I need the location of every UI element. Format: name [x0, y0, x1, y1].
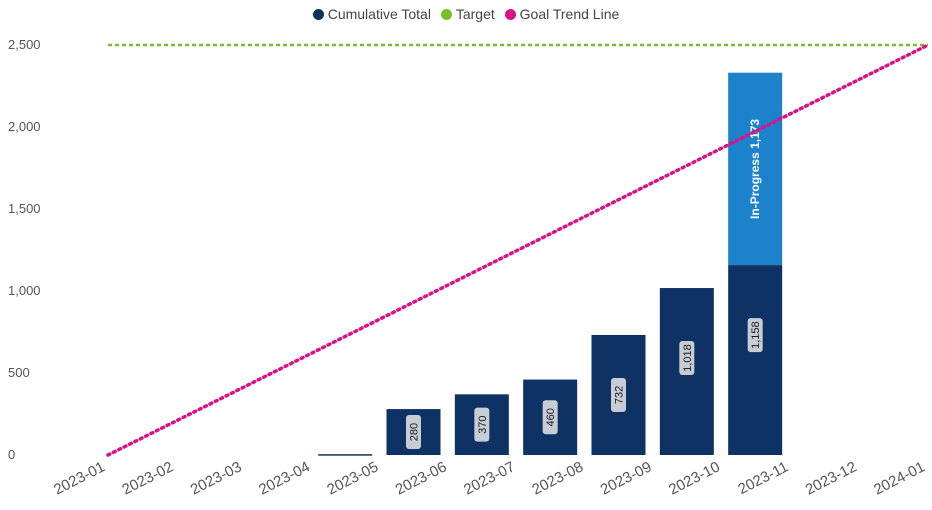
- data-label-box: [542, 400, 558, 435]
- legend-marker-cumulative: [312, 8, 324, 20]
- y-tick-label: 2,500: [8, 37, 41, 52]
- legend-label-target: Target: [455, 6, 495, 22]
- x-tick-label: 2023-01: [51, 458, 108, 498]
- legend-marker-goal-trend: [504, 8, 516, 20]
- data-label-box: [611, 377, 626, 412]
- bar-cumulative-total: [318, 454, 373, 456]
- legend-item-target[interactable]: Target: [440, 6, 495, 22]
- y-tick-label: 2,000: [8, 119, 41, 134]
- data-label-in-progress: In-Progress 1,173: [748, 119, 762, 219]
- y-tick-label: 500: [8, 365, 30, 380]
- bar-in-progress: [728, 72, 783, 266]
- data-label-cumulative: 1,018: [682, 344, 694, 372]
- data-label-box: [474, 407, 490, 442]
- x-tick-label: 2023-10: [666, 458, 723, 498]
- x-tick-label: 2023-03: [188, 458, 245, 498]
- legend-marker-target: [440, 8, 452, 20]
- y-tick-label: 0: [8, 447, 15, 462]
- x-tick-label: 2023-02: [119, 458, 176, 498]
- y-tick-label: 1,000: [8, 283, 41, 298]
- y-tick-label: 1,500: [8, 201, 41, 216]
- x-tick-label: 2023-06: [393, 458, 450, 498]
- data-label-box: [747, 318, 763, 353]
- data-label-cumulative: 370: [477, 415, 489, 433]
- chart-legend: Cumulative Total Target Goal Trend Line: [0, 6, 932, 23]
- legend-item-cumulative[interactable]: Cumulative Total: [312, 6, 431, 22]
- legend-item-goal-trend[interactable]: Goal Trend Line: [504, 6, 620, 22]
- x-tick-label: 2023-05: [324, 458, 381, 498]
- x-tick-label: 2023-08: [529, 458, 586, 498]
- data-label-cumulative: 280: [409, 423, 421, 441]
- x-tick-label: 2023-11: [735, 458, 791, 498]
- x-tick-label: 2023-04: [256, 458, 313, 498]
- bar-cumulative-total: [728, 265, 783, 455]
- x-tick-label: 2023-09: [598, 458, 655, 498]
- x-tick-label: 2024-01: [871, 458, 928, 498]
- data-label-cumulative: 460: [545, 408, 557, 426]
- data-label-cumulative: 732: [614, 386, 626, 404]
- data-label-box: [679, 341, 695, 376]
- data-label-cumulative: 1,158: [750, 321, 762, 349]
- x-tick-label: 2023-07: [461, 458, 518, 498]
- data-label-box: [406, 415, 421, 450]
- x-tick-label: 2023-12: [803, 458, 860, 498]
- legend-label-cumulative: Cumulative Total: [327, 6, 431, 22]
- goal-trend-line: [106, 43, 930, 457]
- legend-label-goal-trend: Goal Trend Line: [519, 6, 620, 22]
